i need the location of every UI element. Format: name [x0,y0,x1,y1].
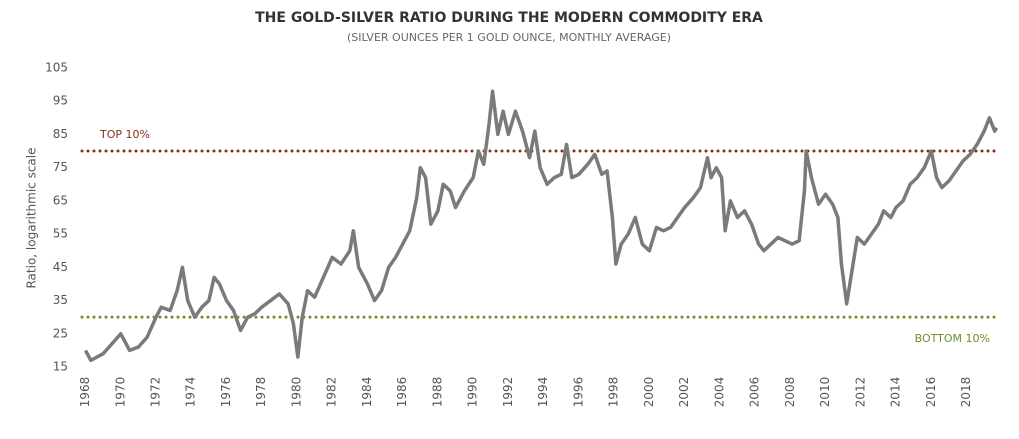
y-tick-label: 25 [53,326,68,340]
x-tick-label: 1990 [466,377,480,408]
x-tick-label: 2008 [783,377,797,408]
x-tick-label: 1970 [113,377,127,408]
x-tick-label: 1968 [78,377,92,408]
x-tick-label: 2012 [853,377,867,408]
x-tick-label: 1986 [395,377,409,408]
x-tick-label: 1972 [149,377,163,408]
y-tick-label: 55 [53,227,68,241]
chart-title: THE GOLD-SILVER RATIO DURING THE MODERN … [255,10,763,26]
x-tick-label: 2018 [959,377,973,408]
x-tick-label: 1978 [254,377,268,408]
x-tick-label: 1994 [536,377,550,408]
x-tick-label: 1998 [607,377,621,408]
x-tick-label: 2016 [924,377,938,408]
x-tick-label: 1976 [219,377,233,408]
reference-label: TOP 10% [99,128,150,141]
x-tick-label: 2004 [712,377,726,408]
y-tick-label: 15 [53,360,68,374]
y-tick-label: 35 [53,293,68,307]
x-tick-label: 1980 [289,377,303,408]
x-tick-label: 2000 [642,377,656,408]
x-tick-label: 2002 [677,377,691,408]
y-tick-label: 75 [53,160,68,174]
x-tick-label: 2014 [889,377,903,408]
x-tick-label: 1988 [430,377,444,408]
y-tick-label: 65 [53,193,68,207]
x-tick-label: 1996 [571,377,585,408]
x-tick-label: 1982 [325,377,339,408]
x-tick-label: 2006 [748,377,762,408]
y-tick-label: 85 [53,127,68,141]
y-tick-label: 95 [53,94,68,108]
y-tick-label: 45 [53,260,68,274]
chart-subtitle: (SILVER OUNCES PER 1 GOLD OUNCE, MONTHLY… [347,31,671,44]
x-tick-label: 1984 [360,377,374,408]
x-tick-label: 2010 [818,377,832,408]
y-axis-label: Ratio, logarithmic scale [25,147,39,288]
x-tick-label: 1974 [184,377,198,408]
line [83,89,999,363]
y-tick-label: 105 [45,61,68,75]
x-tick-label: 1992 [501,377,515,408]
reference-label: BOTTOM 10% [915,332,990,345]
